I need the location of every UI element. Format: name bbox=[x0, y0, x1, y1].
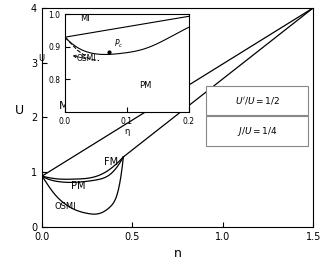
FancyBboxPatch shape bbox=[206, 86, 308, 115]
Text: $U'/U = 1/2$: $U'/U = 1/2$ bbox=[234, 95, 280, 106]
X-axis label: n: n bbox=[174, 247, 182, 260]
Text: FM: FM bbox=[104, 157, 118, 167]
Text: BI: BI bbox=[217, 134, 228, 144]
FancyBboxPatch shape bbox=[206, 116, 308, 146]
Text: $J/U = 1/4$: $J/U = 1/4$ bbox=[237, 124, 277, 138]
Text: OSMI: OSMI bbox=[55, 202, 76, 211]
Text: MI: MI bbox=[59, 102, 72, 111]
Text: PM: PM bbox=[71, 181, 85, 191]
Y-axis label: U: U bbox=[15, 104, 24, 117]
